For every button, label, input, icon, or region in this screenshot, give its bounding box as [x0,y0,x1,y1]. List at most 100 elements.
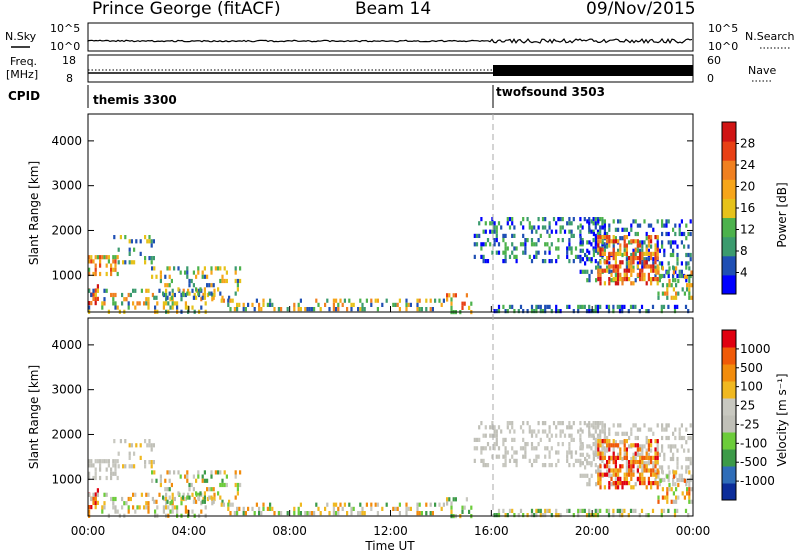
power-cell [150,243,153,248]
power-cell [346,307,349,312]
power-cell [255,298,258,303]
power-cell [171,305,174,310]
power-cell [616,304,619,309]
velocity-cell [500,429,503,434]
velocity-cell [482,463,485,468]
power-cell [557,309,560,314]
velocity-cell [601,421,604,426]
velocity-cell [473,437,476,442]
velocity-cell [497,513,501,518]
power-cell [656,251,659,256]
power-cell [337,302,340,307]
velocity-cell [385,502,388,507]
velocity-cell [677,495,680,500]
power-cell [530,304,534,309]
velocity-cell [630,472,633,477]
power-cell [431,307,434,312]
power-cell [661,261,664,266]
power-cell [159,270,162,275]
power-cell [645,260,648,265]
velocity-cell [647,452,650,457]
velocity-cell [135,443,138,448]
power-cell [652,277,655,282]
power-cell [608,223,611,228]
power-cell [676,252,679,258]
power-cell [184,305,187,310]
velocity-cell [114,471,117,476]
power-cell [634,219,637,224]
power-cell [568,246,571,251]
power-cell [628,277,631,282]
power-cell [162,291,165,296]
power-cell [504,233,507,238]
power-cell [217,266,220,271]
power-cell [227,302,230,307]
power-cell [434,298,437,303]
power-cell [193,292,196,298]
velocity-cell [625,472,628,477]
power-cell [220,298,223,303]
power-cell [660,309,663,314]
power-cell [550,309,553,314]
power-cell [508,304,512,309]
velocity-cell [88,459,91,464]
power-cell [555,221,558,226]
power-cell [153,295,156,300]
power-cell [450,301,453,306]
velocity-cell [559,421,562,426]
power-cell [502,250,505,255]
velocity-cell [146,443,149,448]
velocity-cell [672,431,675,436]
velocity-cell [568,463,571,468]
velocity-cell [618,513,622,518]
power-cell [262,298,265,303]
power-cell [269,302,272,307]
velocity-cell [687,435,690,441]
power-cell [641,272,644,277]
velocity-cell [572,513,575,518]
velocity-cell [594,437,597,442]
power-cell [134,288,137,293]
velocity-cell [675,495,678,500]
power-cell [482,242,485,247]
velocity-cell [610,482,613,487]
power-cell [634,231,637,237]
cpid-segment-2: twofsound 3503 [496,85,605,99]
power-cell [557,238,560,243]
power-cell [171,288,174,293]
velocity-cell [92,475,95,481]
velocity-cell [632,469,635,474]
power-cell [484,259,487,264]
velocity-cell [94,471,97,476]
power-cell [683,231,686,237]
power-cell [480,242,483,247]
velocity-cell [537,454,540,459]
power-cell [143,301,146,306]
power-cell [641,265,644,270]
velocity-cell [92,496,95,501]
power-cell [690,283,693,288]
velocity-cell [645,440,648,445]
velocity-cell [206,487,209,492]
velocity-cell [446,497,449,502]
power-cell [608,256,611,261]
velocity-cell [678,431,681,436]
velocity-cell [665,435,668,441]
power-cell [186,274,189,279]
velocity-cell [524,454,527,459]
power-cell [630,264,633,269]
velocity-cell [597,435,600,441]
velocity-cell [242,506,245,511]
velocity-cell [599,421,602,426]
power-cell [429,307,432,312]
velocity-cell [145,505,148,510]
power-cell [273,307,276,312]
velocity-cell [370,502,373,507]
velocity-cell [645,461,648,466]
y-tick-label: 2000 [51,223,82,237]
velocity-cell [645,451,648,456]
velocity-cell [90,505,93,510]
power-cell [625,247,628,252]
velocity-cell [486,442,490,447]
power-cell [537,238,540,243]
